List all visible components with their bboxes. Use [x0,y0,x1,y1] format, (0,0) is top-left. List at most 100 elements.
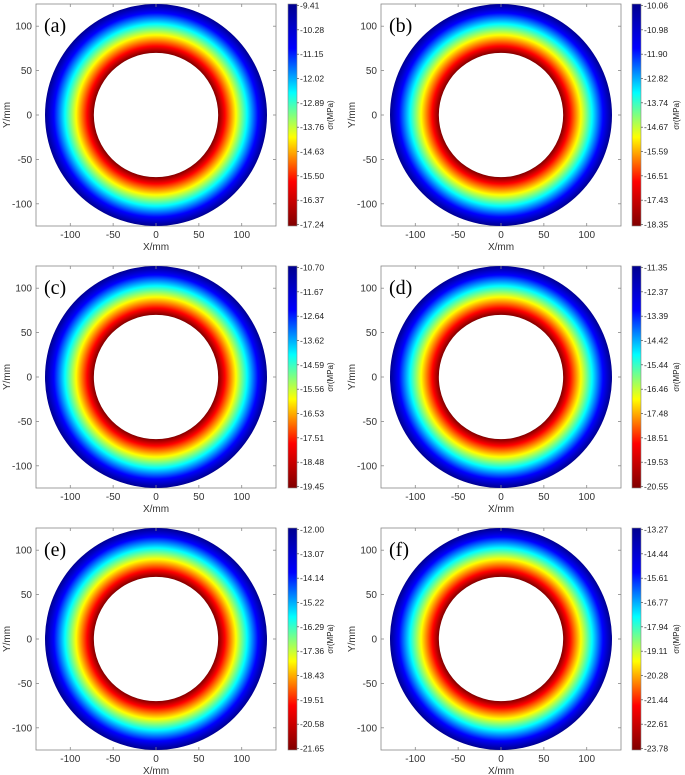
colorbar-tick-label: -20.28 [644,671,668,681]
colorbar-tick-label: -10.06 [644,1,668,11]
y-tick-label: -50 [363,417,378,428]
y-tick-label: -50 [18,679,33,690]
x-tick-label: -100 [405,754,425,765]
x-axis-label: X/mm [488,242,514,253]
x-tick-label: 50 [193,230,205,241]
subplot-c: -100 -50 0 50 100 -100 -50 0 50 100 X/mm Y/mm (c) -10… [2,263,335,516]
colorbar-tick-label: -14.14 [300,573,324,583]
y-tick-label: 0 [26,635,32,646]
colorbar-tick-label: -14.59 [300,360,324,370]
x-tick-label: 50 [538,754,550,765]
x-tick-label: 100 [578,754,595,765]
colorbar-tick-label: -12.64 [300,311,324,321]
y-axis-label: Y/mm [2,364,13,390]
colorbar-tick-label: -18.35 [644,220,668,230]
colorbar-label: σr(MPa) [326,100,335,130]
colorbar-tick-label: -13.76 [300,122,324,132]
y-tick-label: 50 [366,590,378,601]
colorbar-tick-label: -21.44 [644,695,668,705]
y-tick-label: 0 [371,111,377,122]
y-tick-label: 50 [366,328,378,339]
colorbar-tick-label: -13.39 [644,311,668,321]
colorbar-tick-label: -15.59 [644,147,668,157]
x-tick-label: -50 [451,754,466,765]
y-tick-label: -100 [12,199,32,210]
y-tick-label: 50 [21,328,33,339]
colorbar-tick-label: -17.36 [300,646,324,656]
colorbar-tick-label: -20.55 [644,482,668,492]
y-tick-label: -100 [357,461,377,472]
y-tick-label: -50 [18,417,33,428]
y-tick-label: 50 [366,66,378,77]
colorbar-tick-label: -12.37 [644,287,668,297]
colorbar-label: σr(MPa) [672,362,681,392]
colorbar [631,265,642,489]
x-tick-label: -100 [60,754,80,765]
stress-annulus [390,4,612,226]
colorbar-tick-label: -14.44 [644,549,668,559]
x-axis-label: X/mm [488,504,514,515]
y-tick-label: 50 [21,590,33,601]
colorbar-tick-label: -19.11 [644,646,668,656]
y-axis-label: Y/mm [2,626,13,652]
stress-annulus [45,528,267,750]
y-tick-label: 100 [15,284,32,295]
y-tick-label: -50 [18,155,33,166]
colorbar-tick-label: -16.51 [644,171,668,181]
colorbar-tick-label: -12.82 [644,74,668,84]
x-axis-label: X/mm [143,504,169,515]
stress-annulus [390,266,612,488]
colorbar-tick-label: -10.28 [300,25,324,35]
colorbar-tick-label: -17.48 [644,409,668,419]
y-tick-label: 100 [360,22,377,33]
colorbar [631,527,642,751]
colorbar-tick-label: -17.51 [300,433,324,443]
x-tick-label: 50 [538,492,550,503]
panel-label: (a) [44,15,66,37]
colorbar-tick-label: -19.51 [300,695,324,705]
x-tick-label: 0 [153,754,159,765]
x-tick-label: 50 [193,492,205,503]
colorbar-tick-label: -18.48 [300,457,324,467]
subplot-a: -100 -50 0 50 100 -100 -50 0 50 100 X/mm Y/mm (a) -9.… [2,1,335,254]
x-tick-label: 0 [153,230,159,241]
y-tick-label: 100 [15,22,32,33]
subplot-f: -100 -50 0 50 100 -100 -50 0 50 100 X/mm Y/mm (f) -13… [347,525,681,775]
colorbar-tick-label: -12.00 [300,525,324,535]
x-tick-label: 100 [233,754,250,765]
y-tick-label: -100 [12,723,32,734]
colorbar-tick-label: -19.45 [300,482,324,492]
colorbar-label: σr(MPa) [672,624,681,654]
y-tick-label: 0 [26,373,32,384]
stress-annulus [45,4,267,226]
colorbar-label: σr(MPa) [672,100,681,130]
colorbar-tick-label: -14.63 [300,147,324,157]
panel-label: (f) [389,539,409,561]
x-tick-label: -50 [106,754,121,765]
colorbar-tick-label: -15.22 [300,598,324,608]
subplot-e: -100 -50 0 50 100 -100 -50 0 50 100 X/mm Y/mm (e) -12… [2,525,335,775]
colorbar-tick-label: -16.29 [300,622,324,632]
panel-label: (b) [389,15,412,37]
y-axis-label: Y/mm [347,102,358,128]
colorbar-tick-label: -16.37 [300,195,324,205]
colorbar-tick-label: -13.07 [300,549,324,559]
colorbar-tick-label: -14.42 [644,336,668,346]
stress-annulus [390,528,612,750]
colorbar-tick-label: -12.02 [300,74,324,84]
x-tick-label: -50 [451,492,466,503]
colorbar-tick-label: -18.51 [644,433,668,443]
x-tick-label: -100 [405,492,425,503]
y-tick-label: 50 [21,66,33,77]
colorbar-tick-label: -11.15 [300,49,324,59]
colorbar-tick-label: -19.53 [644,457,668,467]
y-tick-label: -100 [357,199,377,210]
x-axis-label: X/mm [143,242,169,253]
colorbar [631,3,642,227]
subplot-d: -100 -50 0 50 100 -100 -50 0 50 100 X/mm Y/mm (d) -11… [347,263,681,516]
colorbar-tick-label: -16.77 [644,598,668,608]
x-tick-label: 100 [578,230,595,241]
x-tick-label: 50 [538,230,550,241]
x-tick-label: 100 [233,230,250,241]
